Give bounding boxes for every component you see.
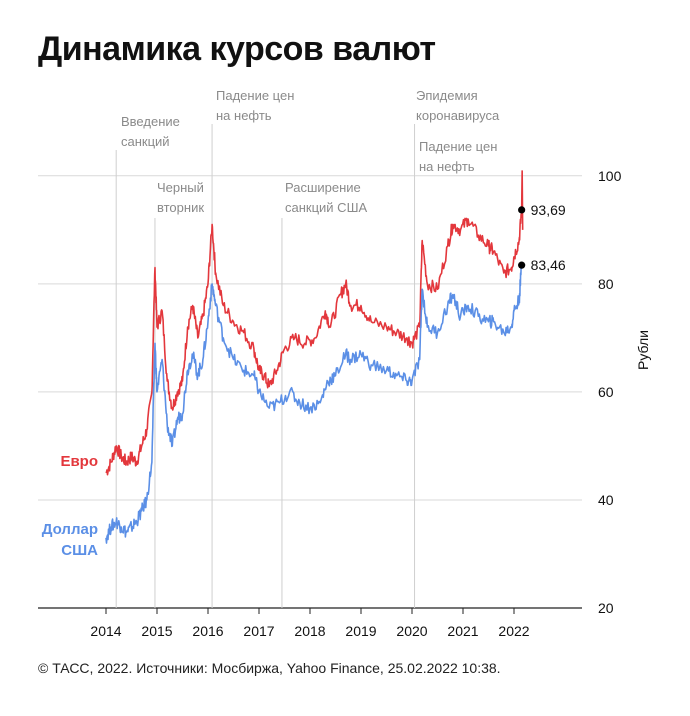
annotation-text: Расширение — [285, 180, 361, 195]
annotation-text: Черный — [157, 180, 204, 195]
series-name-label: Доллар — [42, 521, 98, 538]
y-tick-label: 40 — [598, 492, 614, 508]
x-axis: 2014 2015 2016 2017 2018 2019 2020 2021 2022 — [90, 608, 530, 639]
series-line-1 — [105, 265, 523, 544]
exchange-rate-chart: Введение санкций Черный вторник Падение цен н… — [38, 88, 651, 639]
x-tick-label: 2017 — [243, 623, 274, 639]
x-tick-label: 2020 — [396, 623, 427, 639]
x-tick-label: 2021 — [447, 623, 478, 639]
source-footer: © ТАСС, 2022. Источники: Мосбиржа, Yahoo… — [38, 660, 501, 676]
y-tick-label: 80 — [598, 276, 614, 292]
annotation-text: Падение цен — [419, 139, 497, 154]
x-tick-label: 2022 — [498, 623, 529, 639]
series-end-point — [518, 261, 526, 269]
annotation-text: на нефть — [419, 159, 475, 174]
x-tick-label: 2018 — [294, 623, 325, 639]
y-tick-label: 100 — [598, 168, 622, 184]
y-axis-label: Рубли — [635, 330, 651, 370]
x-tick-label: 2019 — [345, 623, 376, 639]
y-axis: 20 40 60 80 100 — [598, 168, 622, 616]
annotation-text: Эпидемия — [416, 88, 478, 103]
event-annotations: Введение санкций Черный вторник Падение цен н… — [115, 88, 500, 608]
series-end-point — [518, 206, 526, 214]
chart-title: Динамика курсов валют — [38, 30, 436, 68]
annotation-text: Падение цен — [216, 88, 294, 103]
series-name-label: Евро — [60, 453, 98, 470]
grid-lines — [38, 175, 582, 609]
x-tick-label: 2015 — [141, 623, 172, 639]
annotation-text: на нефть — [216, 108, 272, 123]
series-name-label: США — [61, 542, 98, 559]
series-spike — [520, 170, 524, 230]
series-labels: Евро Доллар США — [42, 453, 98, 559]
y-tick-label: 60 — [598, 384, 614, 400]
series-end-label: 83,46 — [531, 257, 566, 273]
y-tick-label: 20 — [598, 600, 614, 616]
series-line-0 — [105, 209, 523, 476]
annotation-text: Введение — [121, 114, 180, 129]
x-tick-label: 2016 — [192, 623, 223, 639]
series-end-label: 93,69 — [531, 202, 566, 218]
annotation-text: коронавируса — [416, 108, 500, 123]
series-group: 93,69 83,46 — [105, 170, 566, 544]
annotation-text: вторник — [157, 200, 204, 215]
annotation-text: санкций — [121, 134, 170, 149]
annotation-text: санкций США — [285, 200, 367, 215]
x-tick-label: 2014 — [90, 623, 121, 639]
